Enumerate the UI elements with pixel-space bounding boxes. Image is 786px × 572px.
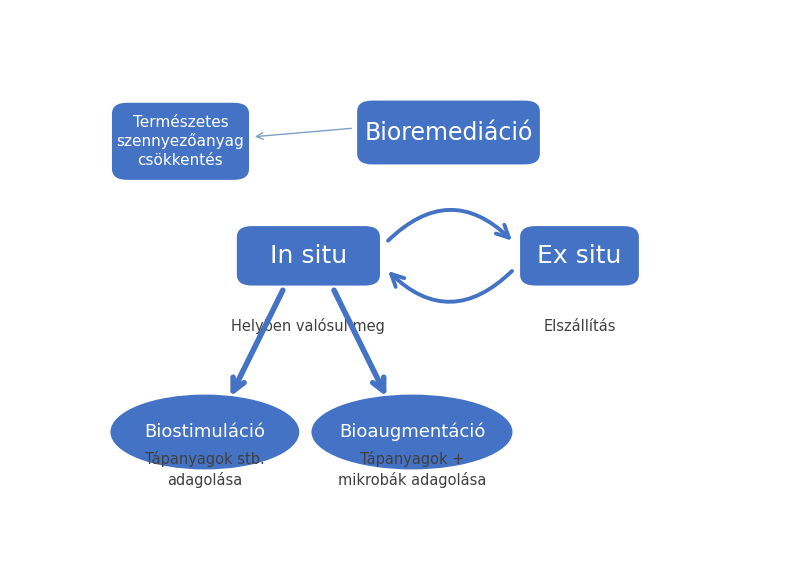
Text: Biostimuláció: Biostimuláció [145, 423, 266, 441]
Text: Ex situ: Ex situ [538, 244, 622, 268]
Ellipse shape [110, 395, 299, 470]
FancyBboxPatch shape [520, 226, 639, 285]
Text: Bioaugmentáció: Bioaugmentáció [339, 423, 485, 441]
Text: In situ: In situ [270, 244, 347, 268]
FancyBboxPatch shape [237, 226, 380, 285]
FancyBboxPatch shape [112, 103, 249, 180]
Text: Tápanyagok stb.
adagolása: Tápanyagok stb. adagolása [145, 451, 265, 488]
Text: Bioremediáció: Bioremediáció [365, 121, 533, 145]
FancyBboxPatch shape [357, 101, 540, 164]
Ellipse shape [311, 395, 512, 470]
Text: Tápanyagok +
mikrobák adagolása: Tápanyagok + mikrobák adagolása [338, 451, 487, 488]
Text: Természetes
szennyezőanyag
csökkentés: Természetes szennyezőanyag csökkentés [116, 114, 244, 168]
Text: Helyben valósul meg: Helyben valósul meg [231, 318, 385, 334]
Text: Elszállítás: Elszállítás [543, 319, 615, 334]
